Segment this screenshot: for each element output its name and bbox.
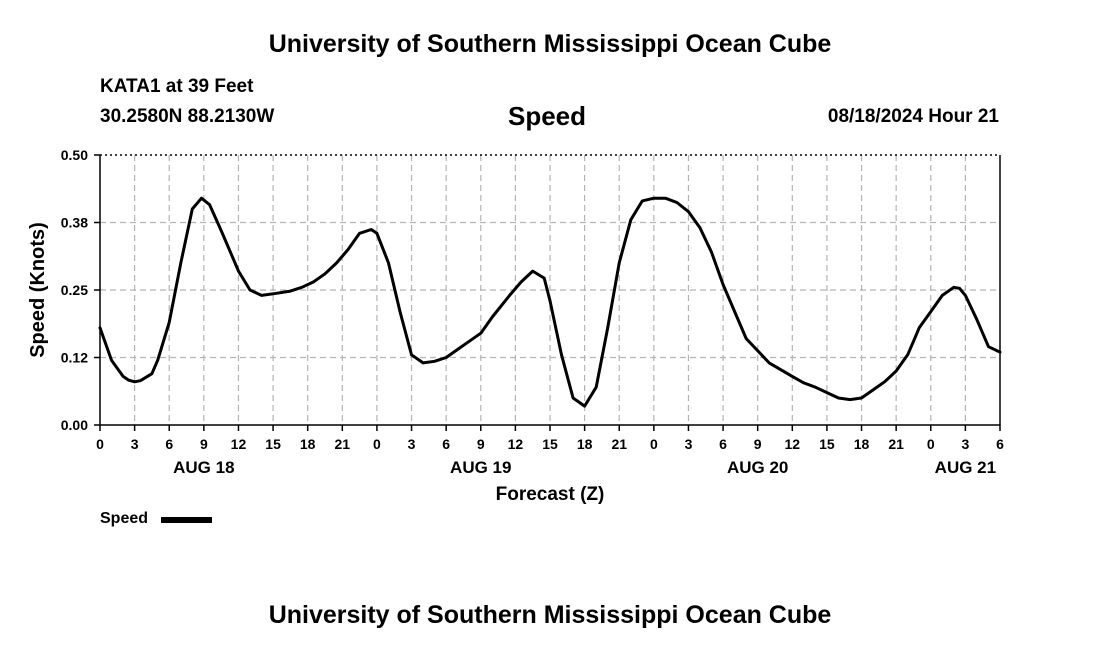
date-label: AUG 19 (450, 458, 511, 477)
x-tick-label: 12 (785, 436, 801, 452)
legend-label: Speed (100, 510, 149, 527)
axes-layer (94, 154, 1001, 431)
x-tick-label: 3 (685, 436, 693, 452)
y-tick-label: 0.25 (61, 282, 88, 298)
y-tick-label: 0.50 (61, 147, 88, 163)
date-label: AUG 18 (173, 458, 234, 477)
x-tick-label: 9 (754, 436, 762, 452)
label-layer: 0 3 6 9 12 15 18 21 0 3 6 9 12 15 18 21 0 3 6 9 12 15 18 21 0 3 6 0… (61, 147, 1004, 477)
x-tick-label: 15 (542, 436, 558, 452)
series-line-speed (98, 196, 1002, 408)
date-label: AUG 21 (935, 458, 996, 477)
y-tick-label: 0.00 (61, 417, 88, 433)
station-coordinates: 30.2580N 88.2130W (100, 106, 275, 127)
legend-swatch (161, 517, 212, 523)
series-layer (98, 196, 1002, 408)
x-tick-label: 18 (577, 436, 593, 452)
x-tick-label: 9 (477, 436, 485, 452)
grid-layer (100, 155, 1000, 425)
x-tick-label: 3 (131, 436, 139, 452)
x-tick-label: 6 (719, 436, 727, 452)
x-tick-label: 21 (611, 436, 627, 452)
x-tick-label: 6 (442, 436, 450, 452)
date-label: AUG 20 (727, 458, 788, 477)
x-tick-label: 0 (650, 436, 658, 452)
x-tick-label: 6 (165, 436, 173, 452)
x-tick-label: 0 (927, 436, 935, 452)
x-tick-label: 18 (854, 436, 870, 452)
x-tick-label: 21 (888, 436, 904, 452)
forecast-datetime: 08/18/2024 Hour 21 (827, 106, 999, 127)
y-axis-label: Speed (Knots) (27, 222, 49, 358)
y-tick-label: 0.12 (61, 350, 88, 366)
x-axis-label: Forecast (Z) (496, 484, 605, 505)
y-tick-label: 0.38 (61, 215, 88, 231)
page-title-bottom: University of Southern Mississippi Ocean… (268, 601, 832, 629)
x-tick-label: 9 (200, 436, 208, 452)
x-tick-label: 21 (335, 436, 351, 452)
x-tick-label: 12 (508, 436, 524, 452)
page-title-top: University of Southern Mississippi Ocean… (268, 30, 832, 58)
station-name: KATA1 at 39 Feet (100, 76, 254, 97)
x-tick-label: 3 (408, 436, 416, 452)
x-tick-label: 3 (961, 436, 969, 452)
x-tick-label: 15 (819, 436, 835, 452)
x-tick-label: 6 (996, 436, 1004, 452)
x-tick-label: 0 (96, 436, 104, 452)
chart-title: Speed (508, 101, 587, 131)
x-tick-label: 12 (231, 436, 247, 452)
x-tick-label: 15 (265, 436, 281, 452)
x-tick-label: 18 (300, 436, 316, 452)
x-tick-label: 0 (373, 436, 381, 452)
